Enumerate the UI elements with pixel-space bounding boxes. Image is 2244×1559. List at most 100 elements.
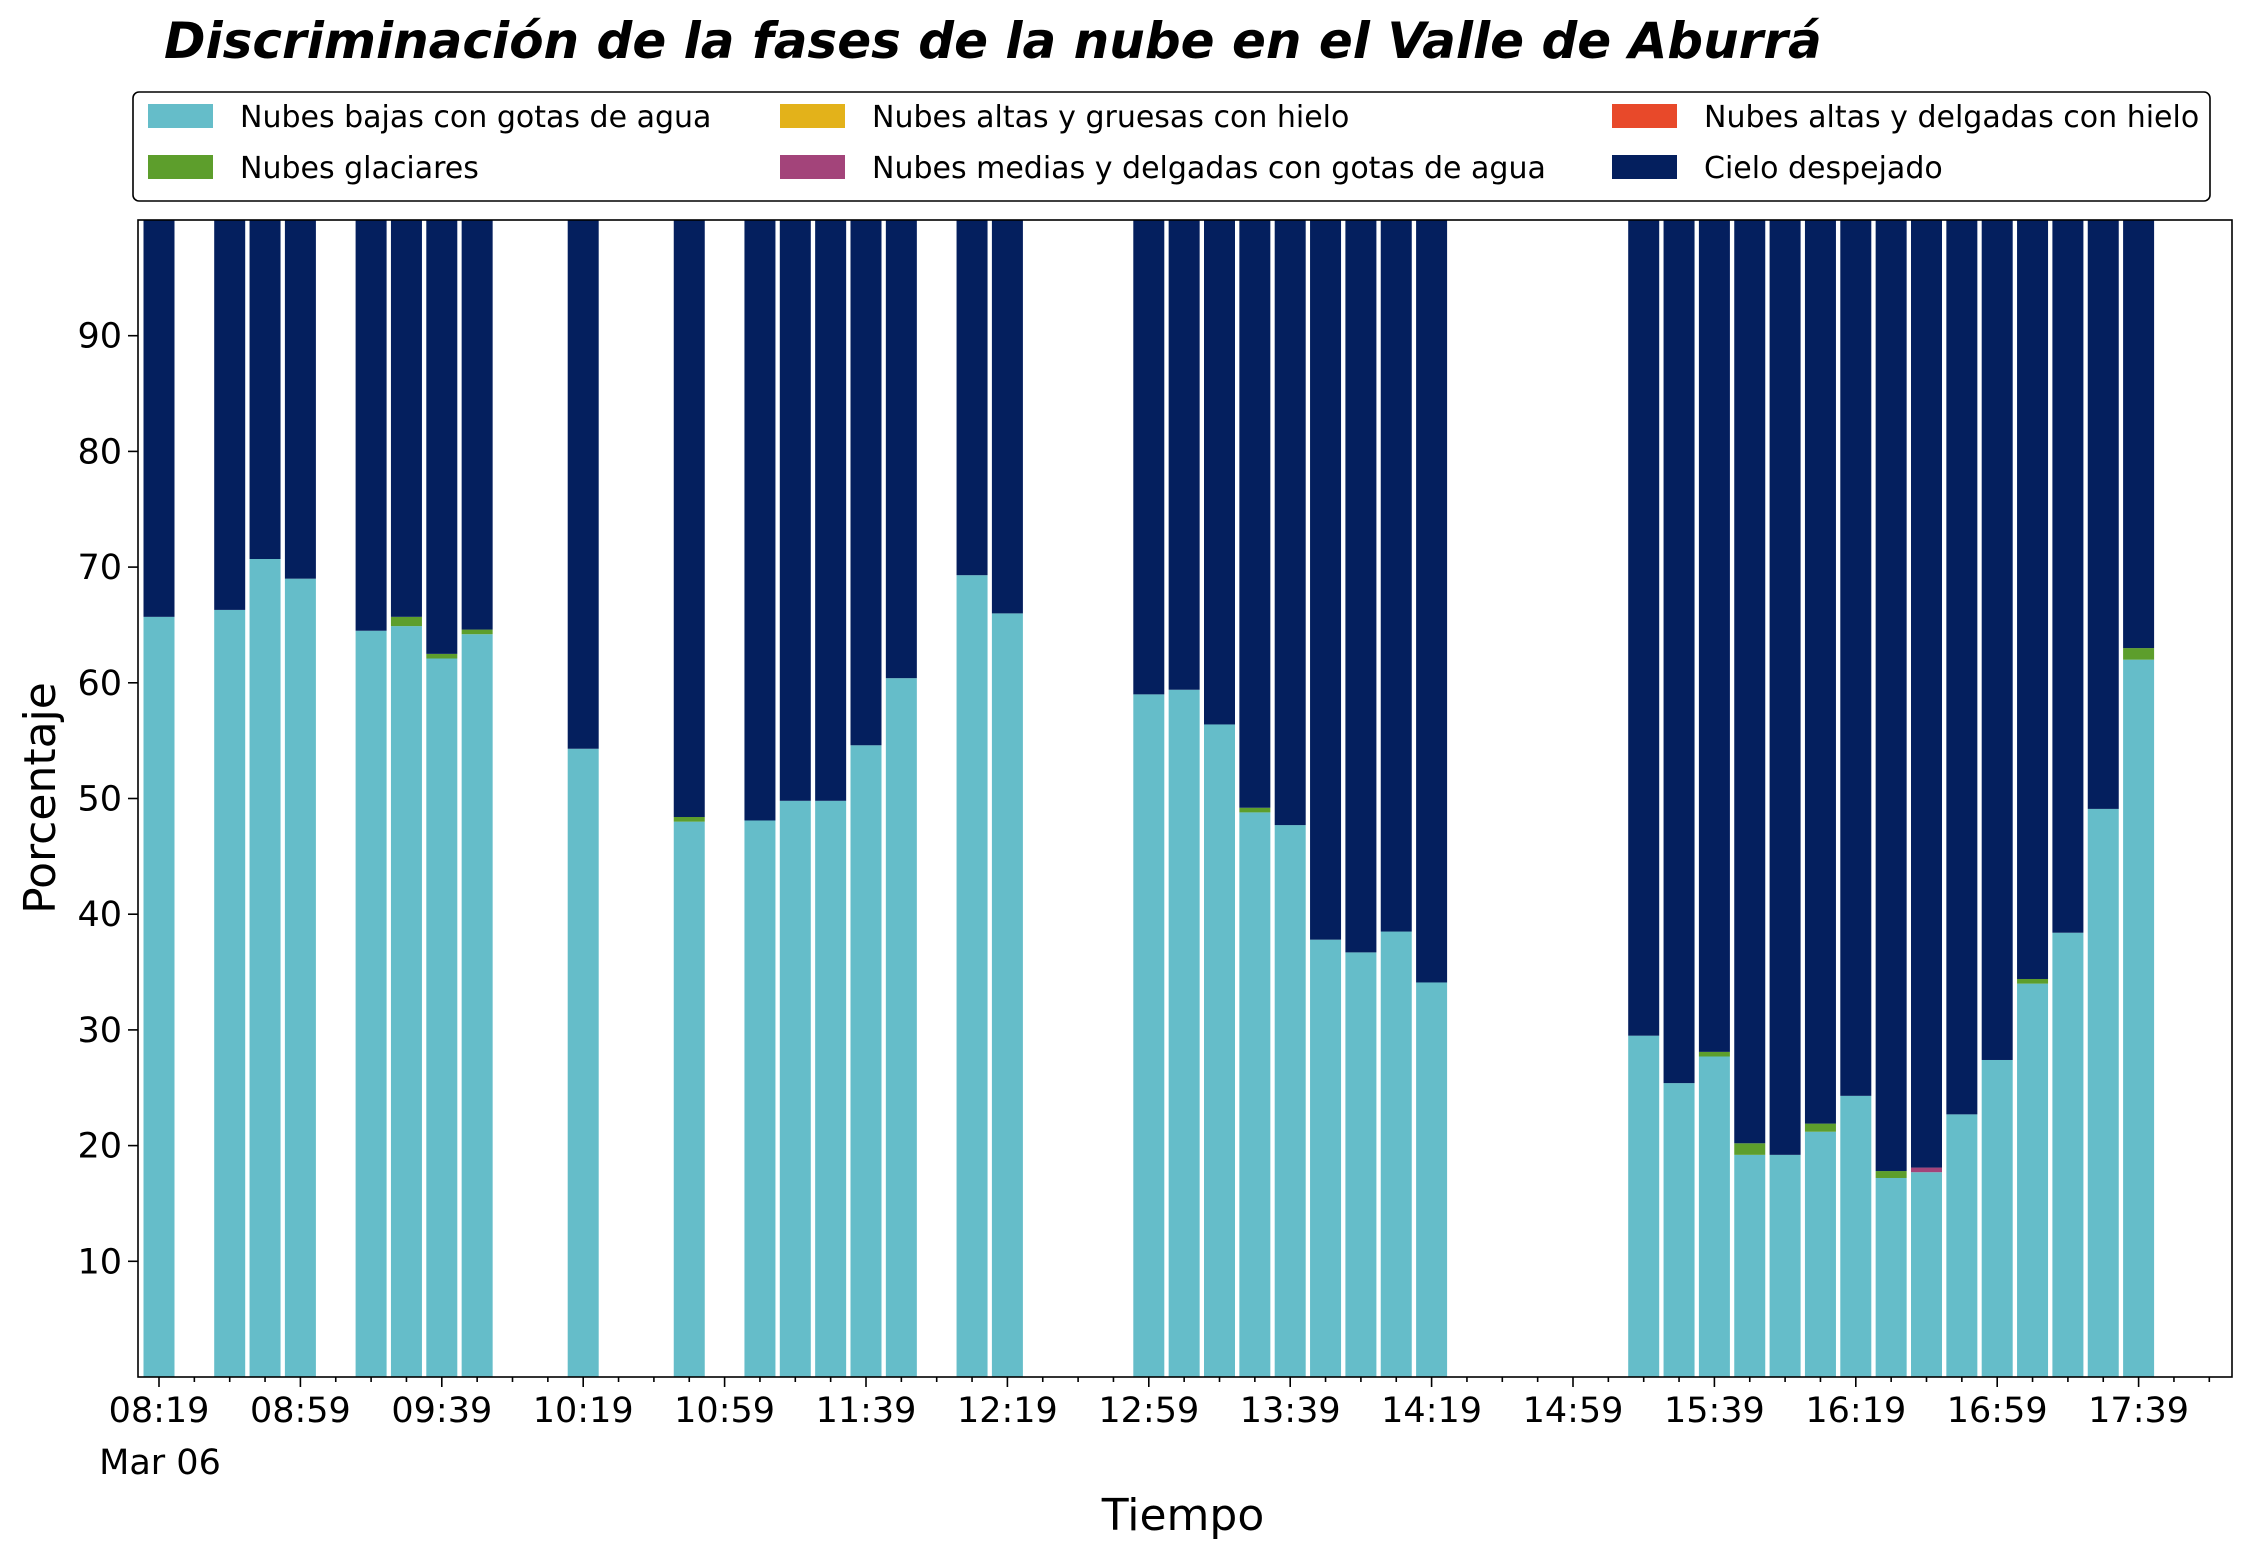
x-tick-label: 16:19 bbox=[1805, 1391, 1906, 1431]
bar-nubes-glaciares-1049 bbox=[673, 817, 705, 822]
legend-label-nubes-bajas-con-gotas-de-agua: Nubes bajas con gotas de agua bbox=[240, 100, 711, 135]
legend-swatch-cielo-despejado bbox=[1612, 155, 1677, 179]
bar-nubes-bajas-con-gotas-de-agua-1659 bbox=[1981, 1059, 2013, 1377]
bar-cielo-despejado-1559 bbox=[1769, 220, 1801, 1155]
x-tick-label: 14:19 bbox=[1381, 1391, 1482, 1431]
x-tick-label: 10:59 bbox=[674, 1391, 775, 1431]
bar-cielo-despejado-1529 bbox=[1663, 220, 1695, 1084]
bar-nubes-bajas-con-gotas-de-agua-1719 bbox=[2052, 932, 2084, 1377]
bar-cielo-despejado-1729 bbox=[2087, 220, 2119, 809]
x-tick-label: 11:39 bbox=[816, 1391, 917, 1431]
bar-nubes-bajas-con-gotas-de-agua-1709 bbox=[2017, 983, 2049, 1377]
bar-nubes-bajas-con-gotas-de-agua-1619 bbox=[1840, 1095, 1872, 1377]
bar-cielo-despejado-1659 bbox=[1981, 220, 2013, 1060]
bar-cielo-despejado-1219 bbox=[956, 220, 988, 576]
x-tick-label: 16:59 bbox=[1947, 1391, 2048, 1431]
bar-nubes-bajas-con-gotas-de-agua-1219 bbox=[956, 575, 988, 1377]
y-axis: 10 20 30 40 50 60 70 80 90 bbox=[77, 317, 138, 1282]
bar-nubes-glaciares-1629 bbox=[1875, 1171, 1907, 1178]
bar-nubes-bajas-con-gotas-de-agua-1629 bbox=[1875, 1178, 1907, 1377]
y-tick-label: 40 bbox=[77, 895, 122, 935]
x-tick-label: 08:19 bbox=[109, 1391, 210, 1431]
bar-nubes-glaciares-0949 bbox=[461, 629, 493, 635]
y-tick-label: 50 bbox=[77, 780, 122, 820]
x-tick-label: 12:59 bbox=[1098, 1391, 1199, 1431]
bar-nubes-glaciares-1329 bbox=[1239, 807, 1271, 813]
bar-cielo-despejado-0859 bbox=[284, 220, 316, 579]
bar-cielo-despejado-1349 bbox=[1310, 220, 1342, 940]
bar-nubes-medias-y-delgadas-con-gotas-de-agua-1639 bbox=[1911, 1167, 1942, 1173]
bar-nubes-bajas-con-gotas-de-agua-1119 bbox=[815, 800, 847, 1377]
bar-nubes-bajas-con-gotas-de-agua-0839 bbox=[214, 609, 246, 1377]
x-tick-label: 14:59 bbox=[1523, 1391, 1624, 1431]
bar-cielo-despejado-1059 bbox=[744, 220, 776, 821]
bar-nubes-glaciares-1609 bbox=[1804, 1123, 1836, 1132]
legend-swatch-nubes-bajas-con-gotas-de-agua bbox=[148, 104, 213, 128]
bar-nubes-glaciares-0939 bbox=[426, 653, 458, 659]
x-tick-label: 10:19 bbox=[533, 1391, 634, 1431]
bar-cielo-despejado-1519 bbox=[1628, 220, 1660, 1036]
legend-swatch-nubes-altas-y-gruesas-con-hielo bbox=[780, 104, 845, 128]
bar-cielo-despejado-1109 bbox=[779, 220, 811, 801]
bar-nubes-bajas-con-gotas-de-agua-1409 bbox=[1380, 931, 1412, 1377]
chart-title: Discriminación de la fases de la nube en… bbox=[164, 12, 1822, 70]
bar-cielo-despejado-1629 bbox=[1875, 220, 1907, 1172]
x-tick-label: 09:39 bbox=[391, 1391, 492, 1431]
y-tick-label: 90 bbox=[77, 317, 122, 357]
bar-nubes-bajas-con-gotas-de-agua-1639 bbox=[1911, 1172, 1942, 1377]
bar-nubes-bajas-con-gotas-de-agua-1649 bbox=[1946, 1114, 1978, 1377]
bar-nubes-glaciares-1709 bbox=[2017, 978, 2049, 984]
bar-nubes-bajas-con-gotas-de-agua-0919 bbox=[355, 630, 387, 1377]
y-axis-label: Porcentaje bbox=[15, 682, 66, 914]
bar-cielo-despejado-1409 bbox=[1380, 220, 1412, 932]
bar-nubes-bajas-con-gotas-de-agua-1309 bbox=[1168, 689, 1200, 1377]
bar-cielo-despejado-1019 bbox=[567, 220, 599, 749]
bar-cielo-despejado-0839 bbox=[214, 220, 246, 610]
legend-swatch-nubes-medias-y-delgadas-con-gotas-de-agua bbox=[780, 155, 845, 179]
x-axis-label: Tiempo bbox=[1101, 1490, 1265, 1541]
x-tick-label: 12:19 bbox=[957, 1391, 1058, 1431]
bar-cielo-despejado-1719 bbox=[2052, 220, 2084, 933]
bar-cielo-despejado-1309 bbox=[1168, 220, 1200, 690]
bar-nubes-bajas-con-gotas-de-agua-0929 bbox=[390, 626, 422, 1377]
legend-swatch-nubes-glaciares bbox=[148, 155, 213, 179]
bar-cielo-despejado-1119 bbox=[815, 220, 847, 801]
bar-cielo-despejado-1539 bbox=[1698, 220, 1730, 1052]
y-tick-label: 10 bbox=[77, 1242, 122, 1282]
bar-cielo-despejado-1649 bbox=[1946, 220, 1978, 1115]
legend-label-nubes-altas-y-gruesas-con-hielo: Nubes altas y gruesas con hielo bbox=[872, 100, 1349, 135]
y-tick-label: 70 bbox=[77, 548, 122, 588]
bar-cielo-despejado-1419 bbox=[1416, 220, 1448, 983]
legend-swatch-nubes-altas-y-delgadas-con-hielo bbox=[1612, 104, 1677, 128]
bar-cielo-despejado-1639 bbox=[1911, 220, 1942, 1168]
bar-cielo-despejado-1739 bbox=[2123, 220, 2155, 649]
bar-nubes-bajas-con-gotas-de-agua-1109 bbox=[779, 800, 811, 1377]
bar-nubes-bajas-con-gotas-de-agua-1609 bbox=[1804, 1131, 1836, 1377]
y-tick-label: 80 bbox=[77, 432, 122, 472]
bar-cielo-despejado-0929 bbox=[390, 220, 422, 617]
bar-nubes-bajas-con-gotas-de-agua-1139 bbox=[885, 678, 917, 1377]
bar-nubes-glaciares-1739 bbox=[2123, 648, 2155, 660]
bar-cielo-despejado-1609 bbox=[1804, 220, 1836, 1124]
bar-cielo-despejado-1359 bbox=[1345, 220, 1377, 953]
y-tick-label: 60 bbox=[77, 664, 122, 704]
bar-nubes-bajas-con-gotas-de-agua-1529 bbox=[1663, 1083, 1695, 1377]
bar-nubes-bajas-con-gotas-de-agua-1229 bbox=[991, 613, 1023, 1377]
bar-cielo-despejado-0939 bbox=[426, 220, 458, 654]
x-tick-label: 08:59 bbox=[250, 1391, 351, 1431]
bar-nubes-bajas-con-gotas-de-agua-1019 bbox=[567, 748, 599, 1377]
bar-nubes-bajas-con-gotas-de-agua-1539 bbox=[1698, 1056, 1730, 1377]
bar-nubes-glaciares-1549 bbox=[1734, 1143, 1766, 1155]
bar-cielo-despejado-1129 bbox=[850, 220, 882, 746]
bar-nubes-bajas-con-gotas-de-agua-0949 bbox=[461, 634, 493, 1377]
bar-nubes-bajas-con-gotas-de-agua-1339 bbox=[1274, 825, 1306, 1377]
bar-nubes-bajas-con-gotas-de-agua-1059 bbox=[744, 820, 776, 1377]
legend: Nubes bajas con gotas de agua Nubes glaci… bbox=[132, 91, 2211, 202]
plot-area: 10 20 30 40 50 60 70 80 90 08:19 08:59 09:39 10:19 1… bbox=[77, 219, 2233, 1431]
legend-label-cielo-despejado: Cielo despejado bbox=[1704, 151, 1943, 186]
y-tick-label: 30 bbox=[77, 1011, 122, 1051]
bar-cielo-despejado-1259 bbox=[1133, 220, 1165, 695]
bar-nubes-bajas-con-gotas-de-agua-0849 bbox=[249, 559, 281, 1377]
bar-nubes-bajas-con-gotas-de-agua-1729 bbox=[2087, 808, 2119, 1377]
